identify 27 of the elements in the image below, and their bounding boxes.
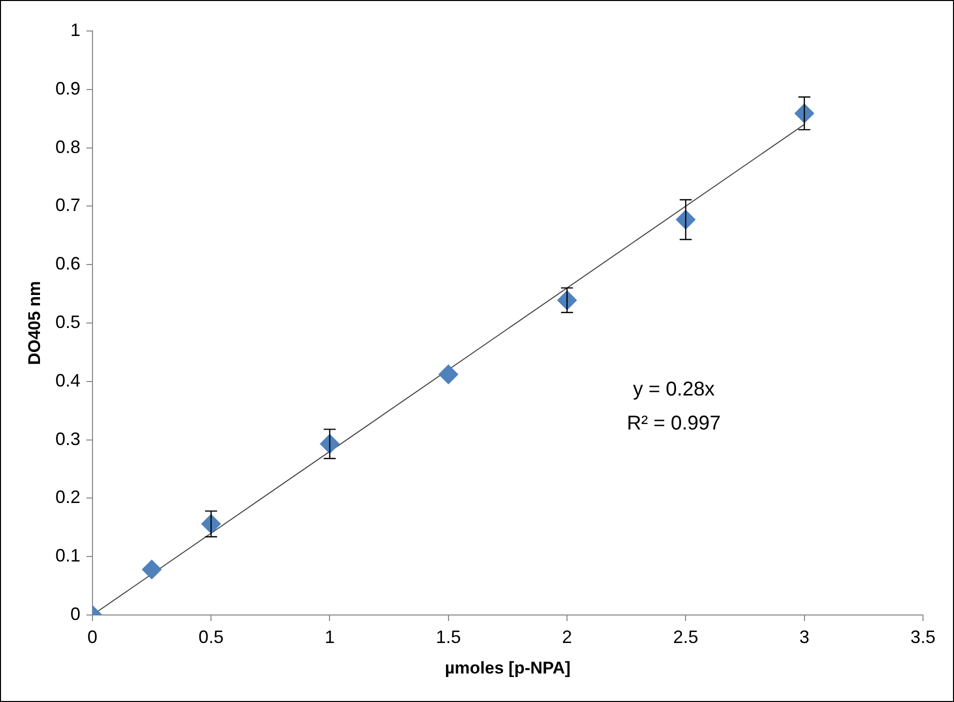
- x-tick-label: 3: [799, 626, 810, 647]
- y-tick-label: 0.8: [55, 136, 80, 157]
- y-tick-label: 0: [70, 604, 80, 624]
- x-tick-label: 2.5: [673, 626, 698, 647]
- annotation: y = 0.28x: [632, 378, 715, 401]
- y-tick-label: 0.7: [55, 195, 80, 216]
- y-tick-label: 0.1: [55, 546, 80, 566]
- y-tick-label: 0.5: [55, 312, 80, 332]
- y-tick-label: 0.6: [55, 254, 80, 274]
- y-tick-label: 0.2: [55, 487, 80, 508]
- annotation: R² = 0.997: [626, 412, 721, 435]
- x-tick-label: 0: [87, 626, 98, 647]
- point: [201, 514, 222, 534]
- x-tick-label: 3.5: [910, 626, 936, 647]
- y-tick-label: 1: [70, 20, 80, 40]
- point: [438, 364, 458, 384]
- x-tick-label: 1: [324, 626, 335, 647]
- y-tick-label: 0.9: [55, 78, 80, 98]
- y-tick-label: 0.3: [55, 428, 80, 449]
- y-axis-title: DO405 nm: [24, 280, 44, 366]
- x-tick-label: 1.5: [436, 626, 461, 647]
- point: [557, 290, 578, 310]
- x-tick-label: 0.5: [198, 626, 224, 647]
- x-tick-label: 2: [562, 626, 572, 647]
- x-axis-title: µmoles [p-NPA]: [444, 658, 571, 678]
- point: [142, 559, 162, 580]
- y-tick-label: 0.4: [55, 370, 80, 390]
